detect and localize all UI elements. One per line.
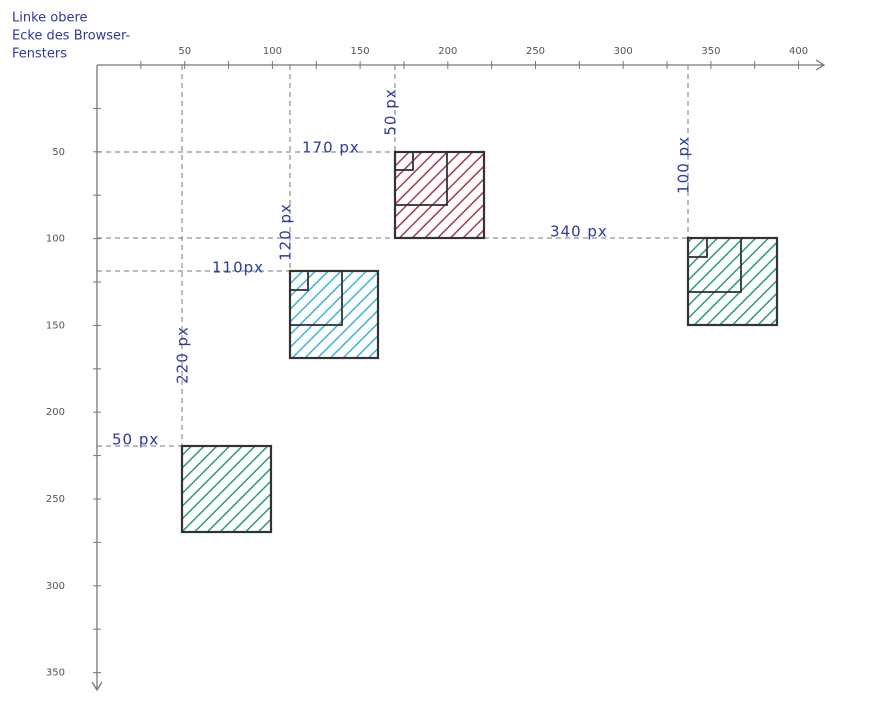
x-tick-label: 300 <box>614 46 633 57</box>
guide <box>97 65 396 153</box>
annotation: 100 px <box>675 136 693 194</box>
annotation: 120 px <box>277 203 295 261</box>
annotation: 50 px <box>112 431 159 449</box>
x-tick-label: 150 <box>351 46 370 57</box>
y-tick-label: 300 <box>46 581 65 592</box>
corner-note: Ecke des Browser- <box>12 29 131 44</box>
x-tick-label: 250 <box>526 46 545 57</box>
x-tick-label: 200 <box>438 46 457 57</box>
annotation: 50 px <box>382 88 400 135</box>
y-tick-label: 200 <box>46 407 65 418</box>
y-tick-label: 150 <box>46 320 65 331</box>
y-tick-label: 350 <box>46 668 65 679</box>
x-axis <box>97 59 826 71</box>
guide <box>97 65 291 272</box>
axes <box>91 59 826 692</box>
annotation: 170 px <box>302 139 360 157</box>
annotation: 220 px <box>174 326 192 384</box>
x-tick-label: 50 <box>178 46 191 57</box>
y-axis <box>91 65 103 692</box>
box-inner <box>289 270 343 326</box>
annotation: 110px <box>212 259 264 277</box>
guides <box>97 65 689 447</box>
box-blue <box>288 269 380 360</box>
x-tick-label: 100 <box>263 46 282 57</box>
corner-note: Fensters <box>12 47 67 62</box>
box-green <box>180 444 273 534</box>
x-tick-label: 400 <box>789 46 808 57</box>
guide <box>97 65 689 239</box>
box-inner <box>289 270 309 291</box>
x-tick-label: 350 <box>701 46 720 57</box>
box-red <box>393 150 486 240</box>
y-tick-label: 250 <box>46 494 65 505</box>
box-inner <box>394 151 414 171</box>
box-green <box>686 236 779 327</box>
y-tick-label: 100 <box>46 234 65 245</box>
y-tick-label: 50 <box>52 147 65 158</box>
annotation: 340 px <box>550 223 608 241</box>
corner-note: Linke obere <box>12 11 88 26</box>
box-inner <box>394 151 448 206</box>
box-inner <box>687 237 708 258</box>
box-inner <box>687 237 742 293</box>
guide <box>97 65 183 447</box>
